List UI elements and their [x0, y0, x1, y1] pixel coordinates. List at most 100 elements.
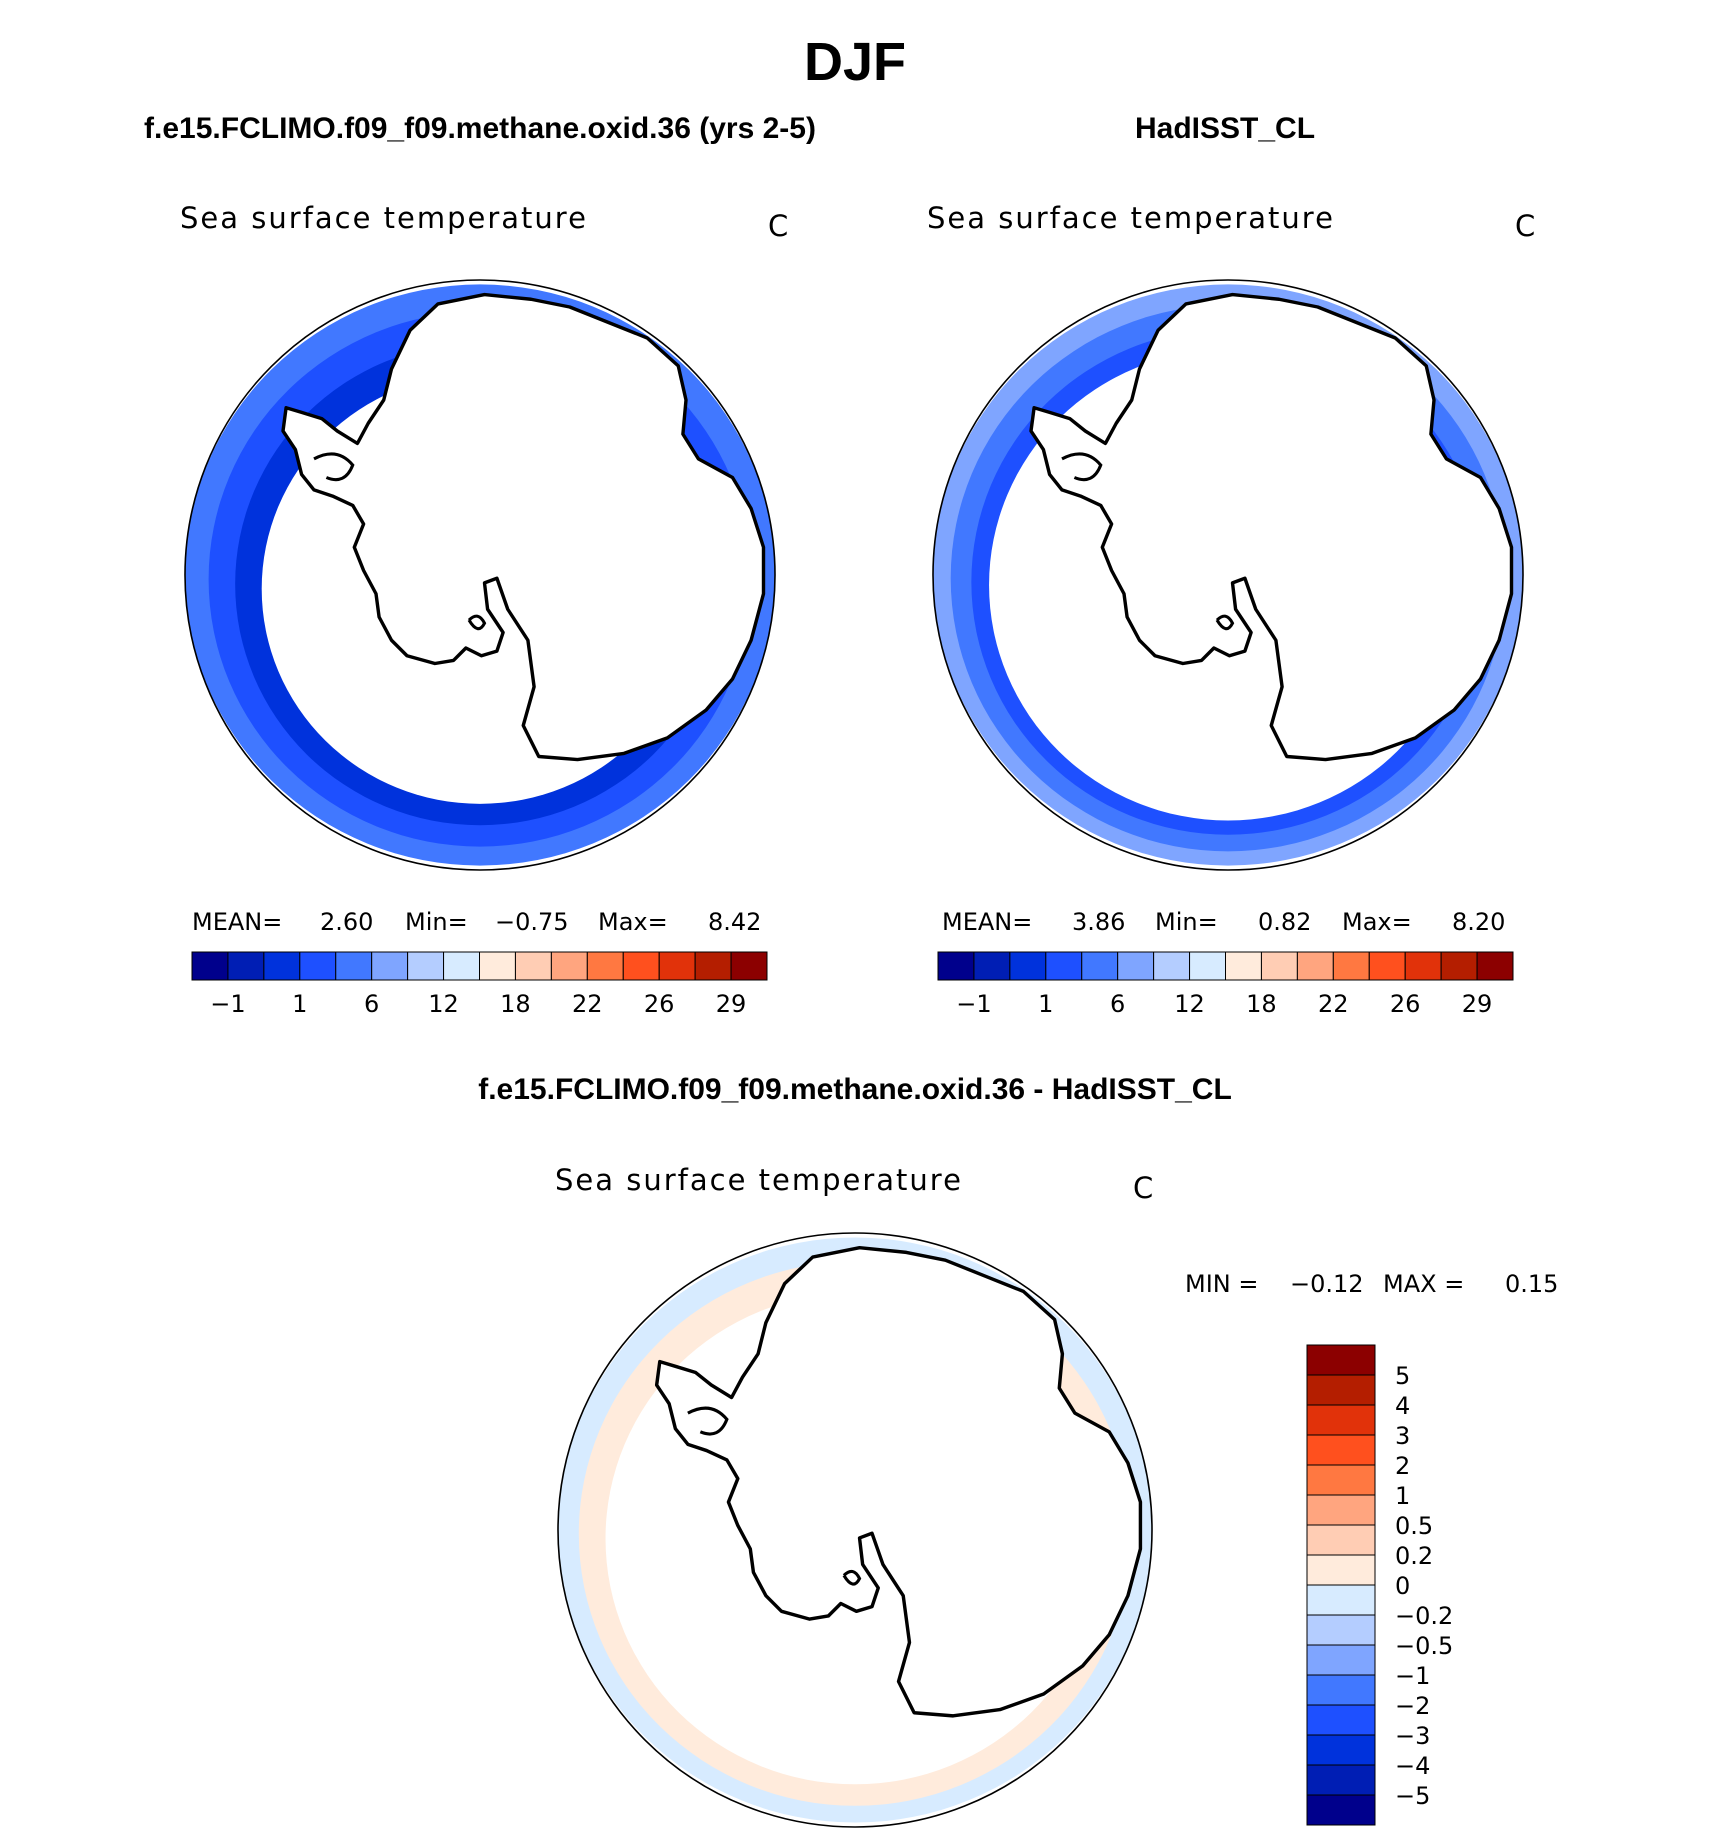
model-colorbar-swatch-5 — [371, 951, 409, 981]
diff-colorbar-label-2: 3 — [1395, 1422, 1410, 1450]
model-colorbar-label-6: 26 — [644, 990, 675, 1018]
panel-model-min-value: −0.75 — [495, 908, 569, 936]
panel-model-max-value: 8.42 — [708, 908, 761, 936]
diff-colorbar-swatch-13 — [1306, 1734, 1376, 1766]
panel-model-units: C — [768, 209, 788, 243]
diff-colorbar-swatch-5 — [1306, 1494, 1376, 1526]
model-colorbar-swatch-12 — [622, 951, 660, 981]
diff-colorbar-swatch-10 — [1306, 1644, 1376, 1676]
diff-colorbar-label-6: 0.2 — [1395, 1542, 1433, 1570]
obs-colorbar-label-3: 12 — [1174, 990, 1205, 1018]
diff-colorbar-swatch-9 — [1306, 1614, 1376, 1646]
obs-colorbar-swatch-1 — [973, 951, 1011, 981]
obs-colorbar-label-2: 6 — [1110, 990, 1125, 1018]
panel-model-map — [184, 279, 776, 871]
diff-colorbar-swatch-4 — [1306, 1464, 1376, 1496]
obs-colorbar-swatch-11 — [1332, 951, 1370, 981]
diff-colorbar-label-10: −1 — [1395, 1662, 1430, 1690]
panel-diff-units: C — [1133, 1171, 1153, 1205]
diff-colorbar-label-14: −5 — [1395, 1782, 1430, 1810]
panel-diff-min-value: −0.12 — [1290, 1270, 1364, 1298]
model-colorbar-label-3: 12 — [428, 990, 459, 1018]
model-colorbar-label-1: 1 — [292, 990, 307, 1018]
obs-colorbar-swatch-15 — [1476, 951, 1514, 981]
model-colorbar-swatch-2 — [263, 951, 301, 981]
model-colorbar-label-7: 29 — [716, 990, 747, 1018]
diff-colorbar-swatch-14 — [1306, 1764, 1376, 1796]
panel-obs-max-value: 8.20 — [1452, 908, 1505, 936]
panel-obs-units: C — [1515, 209, 1535, 243]
obs-colorbar-label-4: 18 — [1246, 990, 1277, 1018]
diff-colorbar-label-13: −4 — [1395, 1752, 1430, 1780]
diff-colorbar-label-1: 4 — [1395, 1392, 1410, 1420]
model-colorbar-swatch-3 — [299, 951, 337, 981]
obs-colorbar-label-7: 29 — [1462, 990, 1493, 1018]
panel-obs-min-label: Min= — [1155, 908, 1218, 936]
model-colorbar-swatch-8 — [479, 951, 516, 981]
obs-colorbar-swatch-6 — [1153, 951, 1191, 981]
diff-colorbar-swatch-2 — [1306, 1404, 1376, 1436]
obs-colorbar-label-1: 1 — [1038, 990, 1053, 1018]
model-colorbar-label-0: −1 — [210, 990, 245, 1018]
panel-diff-stats: MIN = −0.12 MAX = 0.15 — [1185, 1270, 1558, 1298]
diff-colorbar-label-8: −0.2 — [1395, 1602, 1453, 1630]
figure-title: DJF — [804, 32, 906, 92]
panel-model-mean-value: 2.60 — [320, 908, 373, 936]
diff-map-boundary — [557, 1232, 1153, 1828]
obs-colorbar-swatch-3 — [1045, 951, 1083, 981]
obs-colorbar-swatch-9 — [1260, 951, 1298, 981]
diff-colorbar-swatch-0 — [1306, 1344, 1376, 1376]
panel-model-mean-label: MEAN= — [192, 908, 282, 936]
model-colorbar-swatch-0 — [191, 951, 229, 981]
model-colorbar-swatch-13 — [658, 951, 696, 981]
obs-colorbar-swatch-4 — [1081, 951, 1119, 981]
obs-colorbar-swatch-8 — [1225, 951, 1262, 981]
panel-obs-max-label: Max= — [1342, 908, 1412, 936]
panel-model-min-label: Min= — [405, 908, 468, 936]
panel-obs-variable-title: Sea surface temperature — [927, 201, 1335, 235]
panel-diff-max-value: 0.15 — [1505, 1270, 1558, 1298]
panel-diff: f.e15.FCLIMO.f09_f09.methane.oxid.36 - H… — [478, 1073, 1558, 1828]
diff-colorbar-label-11: −2 — [1395, 1692, 1430, 1720]
model-colorbar-label-4: 18 — [500, 990, 531, 1018]
panel-obs: HadISST_CL Sea surface temperature C MEA… — [927, 112, 1535, 1018]
diff-colorbar-swatch-11 — [1306, 1674, 1376, 1706]
model-colorbar-label-2: 6 — [364, 990, 379, 1018]
obs-colorbar-label-6: 26 — [1390, 990, 1421, 1018]
panel-obs-stats: MEAN= 3.86 Min= 0.82 Max= 8.20 — [942, 908, 1505, 936]
model-colorbar-label-5: 22 — [572, 990, 603, 1018]
panel-obs-case-title: HadISST_CL — [1135, 112, 1315, 145]
panel-model-colorbar: −1 1 6 12 18 22 26 29 — [191, 951, 768, 1018]
obs-colorbar-swatch-12 — [1368, 951, 1406, 981]
obs-colorbar-swatch-14 — [1440, 951, 1478, 981]
obs-colorbar-swatch-13 — [1404, 951, 1442, 981]
model-colorbar-swatch-4 — [335, 951, 373, 981]
diff-colorbar-label-5: 0.5 — [1395, 1512, 1433, 1540]
diff-colorbar-swatch-8 — [1306, 1584, 1376, 1616]
diff-colorbar-label-3: 2 — [1395, 1452, 1410, 1480]
panel-diff-case-title: f.e15.FCLIMO.f09_f09.methane.oxid.36 - H… — [478, 1073, 1232, 1106]
model-map-boundary — [184, 279, 776, 871]
panel-obs-colorbar: −1 1 6 12 18 22 26 29 — [937, 951, 1514, 1018]
obs-colorbar-swatch-10 — [1296, 951, 1334, 981]
diff-colorbar-swatch-6 — [1306, 1524, 1376, 1556]
model-colorbar-swatch-11 — [586, 951, 624, 981]
model-colorbar-swatch-15 — [730, 951, 768, 981]
model-colorbar-swatch-1 — [227, 951, 265, 981]
diff-colorbar-swatch-3 — [1306, 1434, 1376, 1466]
panel-diff-min-label: MIN = — [1185, 1270, 1258, 1298]
panel-obs-mean-label: MEAN= — [942, 908, 1032, 936]
obs-colorbar-label-5: 22 — [1318, 990, 1349, 1018]
panel-model-case-title: f.e15.FCLIMO.f09_f09.methane.oxid.36 (yr… — [144, 112, 816, 145]
model-colorbar-swatch-14 — [694, 951, 732, 981]
panel-diff-map — [557, 1232, 1153, 1828]
panel-obs-min-value: 0.82 — [1258, 908, 1311, 936]
model-colorbar-swatch-6 — [407, 951, 445, 981]
panel-diff-variable-title: Sea surface temperature — [555, 1163, 963, 1197]
obs-colorbar-swatch-7 — [1189, 951, 1226, 981]
diff-colorbar-swatch-7 — [1306, 1554, 1376, 1586]
diff-colorbar-label-0: 5 — [1395, 1362, 1410, 1390]
panel-model: f.e15.FCLIMO.f09_f09.methane.oxid.36 (yr… — [144, 112, 816, 1018]
